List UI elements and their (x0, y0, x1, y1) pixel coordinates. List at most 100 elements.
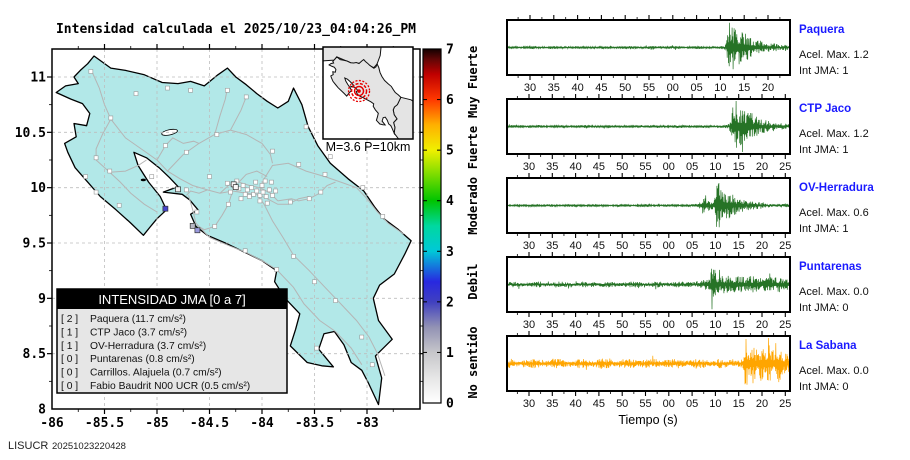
time-tick-label: 20 (756, 319, 768, 331)
station-marker (262, 178, 268, 184)
station-marker (249, 185, 254, 190)
station-marker (314, 345, 319, 351)
time-tick-label: 45 (593, 398, 605, 410)
legend-row-station: Carrillos. Alajuela (0.7 cm/s²) (90, 368, 222, 379)
x-axis-tick-label: -84 (250, 416, 274, 431)
station-marker (296, 162, 302, 167)
time-tick-label: 40 (569, 319, 581, 331)
lake-arenal (161, 128, 178, 136)
station-marker (225, 180, 230, 186)
station-marker (184, 187, 189, 193)
legend-row-intensity: [ 1 ] (61, 327, 78, 338)
legend-row-intensity: [ 0 ] (61, 381, 78, 392)
epicenter-ring (347, 79, 371, 103)
station-marker (303, 124, 309, 130)
station-marker (234, 178, 240, 184)
time-tick-label: 45 (593, 319, 605, 331)
road-line (356, 187, 404, 235)
time-tick-label: 30 (523, 161, 535, 173)
colorbar-tick-label: 1 (446, 346, 454, 361)
time-tick-label: 35 (546, 240, 558, 252)
waveform-trace (508, 22, 789, 70)
colorbar-level-label: Fuerte (466, 126, 480, 169)
station-marker (269, 179, 274, 185)
epicenter-ring (350, 82, 368, 100)
station-marker (107, 168, 113, 174)
station-marker (273, 188, 278, 194)
time-tick-label: 30 (524, 82, 536, 94)
station-marker (274, 267, 280, 272)
station-marker (225, 87, 230, 93)
time-tick-label: 50 (616, 240, 628, 252)
time-tick-label: 25 (779, 398, 791, 410)
time-tick-label: 05 (686, 240, 698, 252)
y-axis-tick-label: 11 (30, 70, 46, 85)
y-axis-tick-label: 8.5 (23, 347, 46, 362)
map-stations (83, 69, 386, 368)
legend-row-intensity: [ 0 ] (61, 368, 78, 379)
time-tick-label: 15 (733, 398, 745, 410)
station-marker (108, 115, 114, 121)
time-tick-label: 55 (643, 82, 655, 94)
station-marker (369, 362, 375, 368)
station-marker (360, 185, 366, 190)
station-marker (253, 179, 258, 185)
time-tick-label: 00 (663, 398, 675, 410)
x-axis-tick-label: -83 (355, 416, 378, 431)
seismogram-panel-ctp-jaco: 30 35 40 45 50 55 00 05 10 15 20 25 CTP Jaco Acel. Ma… (506, 94, 869, 173)
x-axis-tick-label: -85.5 (85, 416, 124, 431)
road-line (238, 170, 268, 183)
time-tick-label: 25 (779, 319, 791, 331)
station-marker (263, 194, 269, 199)
acceleration-label: Acel. Max. 0.0 (799, 365, 869, 377)
station-marker-intensity (194, 227, 201, 234)
station-marker (267, 187, 272, 193)
intensity-colorbar: 0 1 2 3 4 5 6 7 Muy Fuerte Fuerte Moderado Debil No … (422, 43, 480, 412)
figure-title: Intensidad calculada el 2025/10/23_04:04… (56, 22, 416, 37)
colorbar-gradient (422, 48, 442, 404)
legend-row-station: CTP Jaco (3.7 cm/s²) (90, 327, 187, 338)
time-tick-label: 40 (569, 161, 581, 173)
colorbar-level-label: No sentido (466, 326, 480, 398)
road-line (214, 88, 228, 135)
station-marker (270, 148, 275, 154)
colorbar-tick-label: 0 (446, 397, 454, 412)
seismogram-panel-paquera: 30 35 40 45 50 55 00 05 10 15 20 Paquera Acel. Max. … (506, 15, 869, 94)
station-marker-intensity (175, 186, 181, 193)
colorbar-tick-label: 7 (446, 43, 454, 58)
station-marker (380, 214, 386, 219)
station-name-label: Paquera (799, 24, 845, 36)
y-axis-tick-label: 10.5 (15, 126, 46, 141)
time-tick-label: 55 (639, 161, 651, 173)
station-marker (93, 189, 99, 195)
legend-row-station: Fabio Baudrit N00 UCR (0.5 cm/s²) (90, 381, 250, 392)
time-tick-label: 30 (523, 240, 535, 252)
panel-border (506, 335, 791, 392)
legend-title: INTENSIDAD JMA [0 a 7] (98, 292, 245, 307)
map-frame: -86 -85.5 -85 -84.5 -84 -83.5 -83 11 10.5 10 9.5 9 8… (15, 44, 425, 431)
costa-rica-landmass (55, 55, 412, 406)
time-tick-label: 05 (686, 319, 698, 331)
x-axis-tick-label: -85 (145, 416, 168, 431)
station-marker (306, 196, 312, 202)
road-line (259, 162, 357, 192)
station-marker (207, 174, 212, 179)
jma-intensity-label: Int JMA: 0 (799, 302, 849, 314)
time-tick-label: 20 (756, 161, 768, 173)
time-tick-label: 40 (569, 398, 581, 410)
station-marker (257, 193, 263, 198)
acceleration-label: Acel. Max. 1.2 (799, 49, 869, 61)
station-marker (245, 187, 250, 193)
time-tick-label: 30 (523, 398, 535, 410)
station-marker-intensity (232, 184, 239, 190)
time-tick-label: 50 (616, 161, 628, 173)
time-tick-label: 05 (690, 82, 702, 94)
legend-header (57, 289, 287, 309)
station-name-label: Puntarenas (799, 261, 862, 273)
station-name-label: CTP Jaco (799, 103, 851, 115)
y-axis-tick-label: 9.5 (23, 236, 46, 251)
time-tick-label: 20 (762, 82, 774, 94)
x-axis-tick-label: -83.5 (295, 416, 334, 431)
legend-body (57, 309, 287, 393)
time-tick-label: 55 (639, 398, 651, 410)
